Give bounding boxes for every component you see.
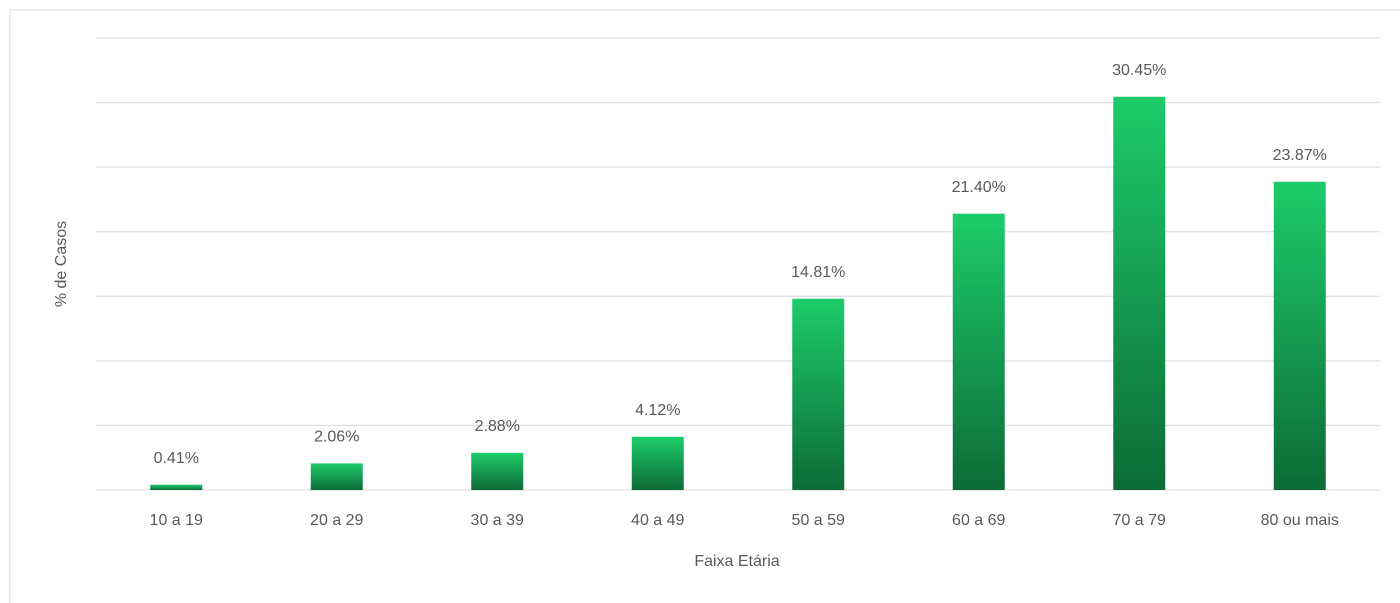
data-label: 0.41% <box>154 450 199 467</box>
x-tick-label: 40 a 49 <box>631 512 684 529</box>
x-tick-label: 60 a 69 <box>952 512 1005 529</box>
data-label: 4.12% <box>635 402 680 419</box>
bar <box>471 452 524 490</box>
bar <box>792 298 845 490</box>
bar <box>952 213 1005 491</box>
x-tick-label: 50 a 59 <box>792 512 845 529</box>
x-tick-label: 80 ou mais <box>1261 512 1339 529</box>
x-tick-label: 70 a 79 <box>1113 512 1166 529</box>
bar <box>631 436 684 490</box>
bar <box>1273 181 1326 490</box>
data-label: 21.40% <box>952 179 1006 196</box>
bar <box>1113 96 1166 490</box>
x-tick-label: 30 a 39 <box>471 512 524 529</box>
x-tick-label: 10 a 19 <box>150 512 203 529</box>
data-label: 23.87% <box>1273 147 1327 164</box>
bar <box>310 463 363 490</box>
x-axis-title: Faixa Etária <box>694 553 779 570</box>
x-tick-label: 20 a 29 <box>310 512 363 529</box>
data-label: 30.45% <box>1112 62 1166 79</box>
y-axis-title: % de Casos <box>53 221 70 307</box>
bar <box>150 484 203 490</box>
data-label: 2.06% <box>314 429 359 446</box>
data-label: 14.81% <box>791 264 845 281</box>
data-label: 2.88% <box>475 418 520 435</box>
chart-frame <box>9 9 1400 603</box>
